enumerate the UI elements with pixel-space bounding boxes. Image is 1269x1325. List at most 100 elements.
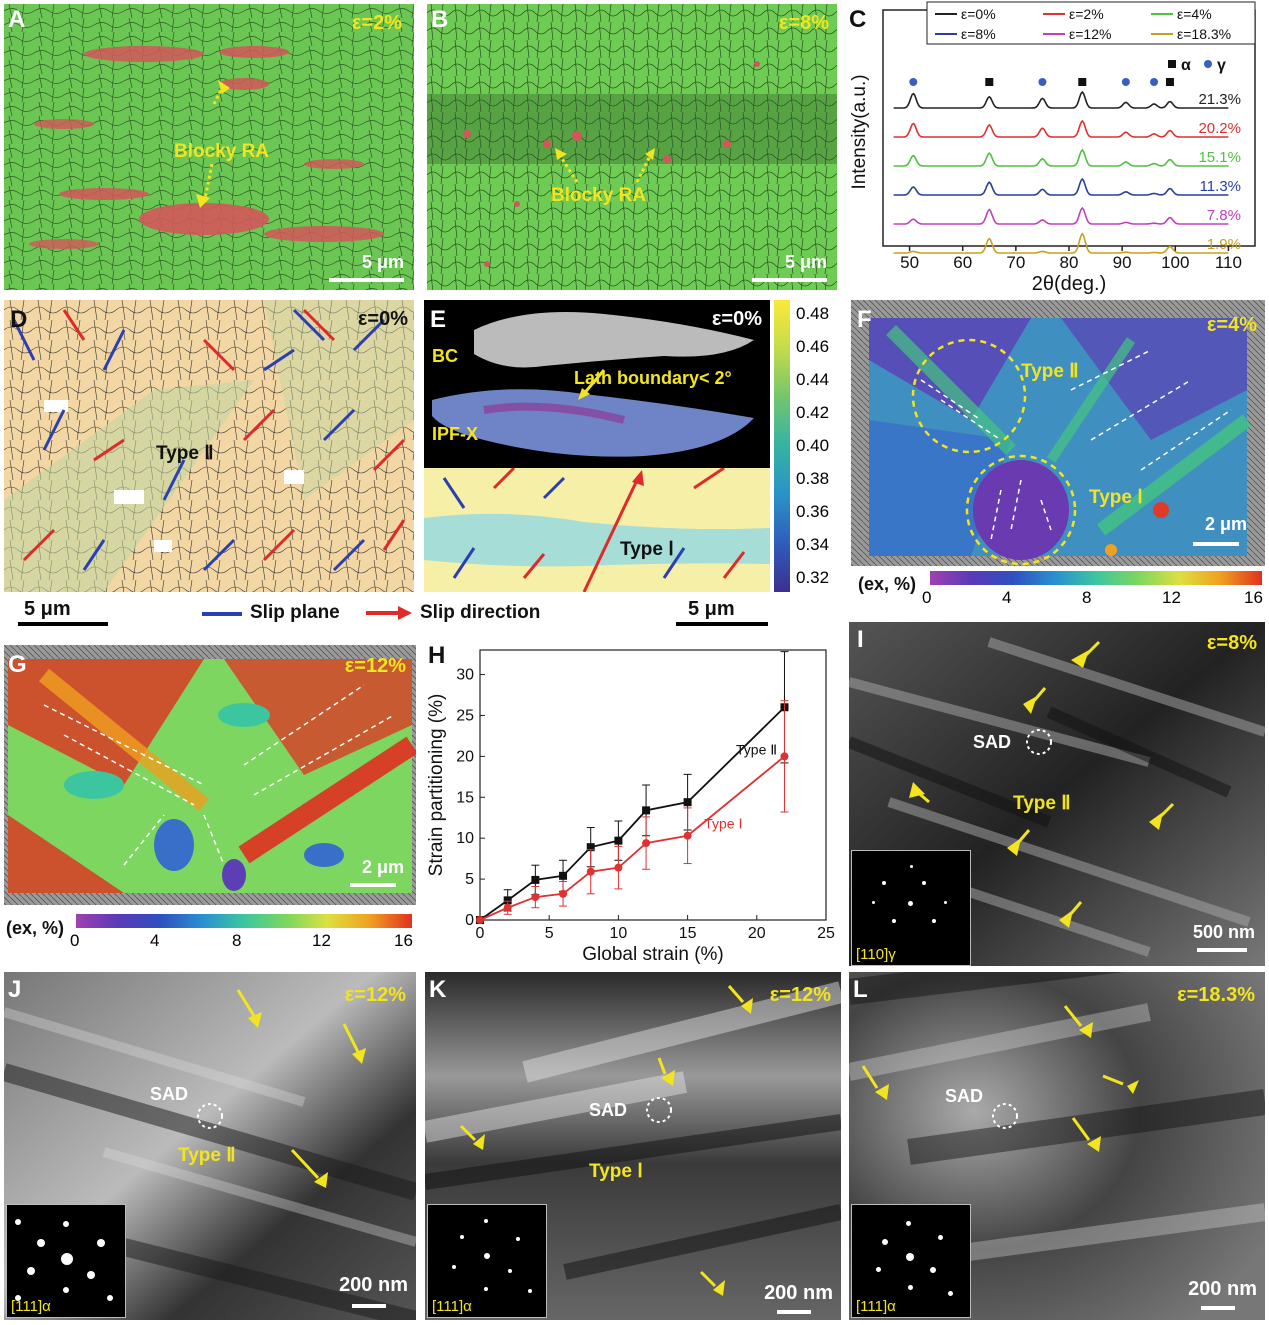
panel-d-schmid-map [4,300,414,592]
strain-label: ε=12% [344,655,406,677]
data-point [503,903,512,912]
strain-label: ε=4% [1206,314,1257,336]
data-point [531,875,540,884]
slip-direction-label: Slip direction [420,602,541,623]
slip-plane-swatch [202,612,242,616]
type-label: Type Ⅱ [156,443,214,464]
colorbar-tick: 0.34 [796,535,830,554]
strain-label: ε=8% [778,12,829,34]
tick: 12 [1162,588,1181,607]
colorbar-tick: 0.46 [796,337,830,356]
x-axis-label: 2θ(deg.) [1032,273,1107,295]
data-point [780,752,789,761]
sad-label: SAD [945,1086,984,1106]
type2-label: Type Ⅱ [1021,361,1079,382]
panel-label: C [849,6,867,33]
type-label: Type Ⅱ [178,1145,236,1166]
x-axis-label: Global strain (%) [582,944,724,965]
panel-g: G ε=12% 2 μm [4,645,416,905]
strain-label: ε=12% [769,984,831,1006]
arrow-a2 [202,163,214,205]
tick: 0 [922,588,932,607]
panel-label: K [429,976,447,1003]
strain-label: ε=8% [1206,632,1257,654]
legend-label: ε=4% [1177,6,1212,22]
alpha-peak-marker [1165,78,1174,86]
y-tick-label: 0 [465,912,474,929]
type-label: Type Ⅰ [589,1161,643,1182]
tick: 16 [1244,588,1263,607]
strain-label: ε=2% [351,12,402,34]
panel-b: B ε=8% Blocky RA 5 μm [427,4,837,290]
data-point [559,871,568,880]
y-axis-label: Strain partitioning (%) [426,694,447,877]
colorbar-f-ticks: 0 4 8 12 16 [922,588,1269,610]
ra-fraction-label: 11.3% [1200,178,1241,195]
tick: 4 [150,931,160,950]
colorbar-g [76,914,412,928]
colorbar-tick: 0.36 [796,502,830,521]
sad-pattern-inset: [111]α [851,1204,971,1318]
gamma-peak-marker [1150,78,1159,86]
panel-label: L [853,976,868,1003]
data-point [503,896,512,905]
y-tick-label: 25 [456,707,474,724]
data-point [642,839,651,848]
ipf-label: IPF-X [432,424,479,444]
ra-fraction-label: 21.3% [1198,91,1241,108]
panel-i: I ε=8% SAD Type Ⅱ 500 nm [110]γ [849,622,1265,966]
ra-fraction-label: 20.2% [1198,120,1241,137]
type-label: Type Ⅱ [1013,793,1071,814]
colorbar-tick: 0.42 [796,403,830,422]
scale-bar [352,1304,386,1308]
colorbar-tick: 0.38 [796,469,830,488]
colorbar-f-title: (ex, %) [858,574,917,594]
x-tick-label: 100 [1161,253,1189,272]
scale-bar-label: 200 nm [764,1282,833,1304]
alpha-legend-label: α [1181,57,1191,74]
x-tick-label: 80 [1060,253,1079,272]
xrd-pattern [893,90,1229,109]
y-tick-label: 30 [456,667,474,684]
series-line [479,706,786,921]
sad-pattern-inset: [111]α [6,1204,126,1318]
panel-f: F ε=4% Type Ⅱ Type Ⅰ 2 μm [851,300,1265,566]
data-point [683,798,692,807]
panel-f-strain-map [851,300,1265,566]
series-label: Type Ⅱ [736,742,777,758]
colorbar-tick: 0.44 [796,370,830,389]
panel-label: H [428,642,446,669]
gamma-peak-marker [1038,78,1047,86]
strain-label: ε=12% [344,984,406,1006]
legend-label: ε=0% [961,6,996,22]
blocky-ra-label: Blocky RA [551,185,647,206]
colorbar-tick: 0.40 [796,436,830,455]
tick: 16 [394,931,413,950]
xrd-pattern [893,148,1229,167]
sad-label: SAD [973,732,1012,752]
colorbar-g-ticks: 0 4 8 12 16 [70,931,420,953]
bc-ipf-region [424,300,770,468]
panel-label: A [8,6,26,33]
schmid-region [424,466,770,592]
tick: 8 [232,931,242,950]
lath-boundary-label: Lath boundary< 2° [574,368,732,388]
type-label: Type Ⅰ [620,539,674,560]
data-point [476,916,484,924]
zone-axis-label: [111]α [11,1298,51,1315]
tick: 12 [312,931,331,950]
plot-frame [479,649,827,921]
xrd-pattern [893,232,1229,254]
data-point [614,836,623,845]
colorbar-g-title: (ex, %) [6,918,65,938]
type2-circle [911,338,1027,454]
x-tick-label: 20 [748,925,766,942]
zone-axis-label: [111]α [856,1298,896,1315]
ra-fraction-label: 15.1% [1198,149,1241,166]
alpha-peak-marker [985,78,994,86]
x-tick-label: 25 [817,925,835,942]
panel-label: B [431,6,449,33]
colorbar-e-ticks: 0.48 0.46 0.44 0.42 0.40 0.38 0.36 0.34 0.32 [794,300,844,592]
strain-label: ε=0% [357,308,408,330]
sad-pattern-inset: [110]γ [851,850,971,966]
